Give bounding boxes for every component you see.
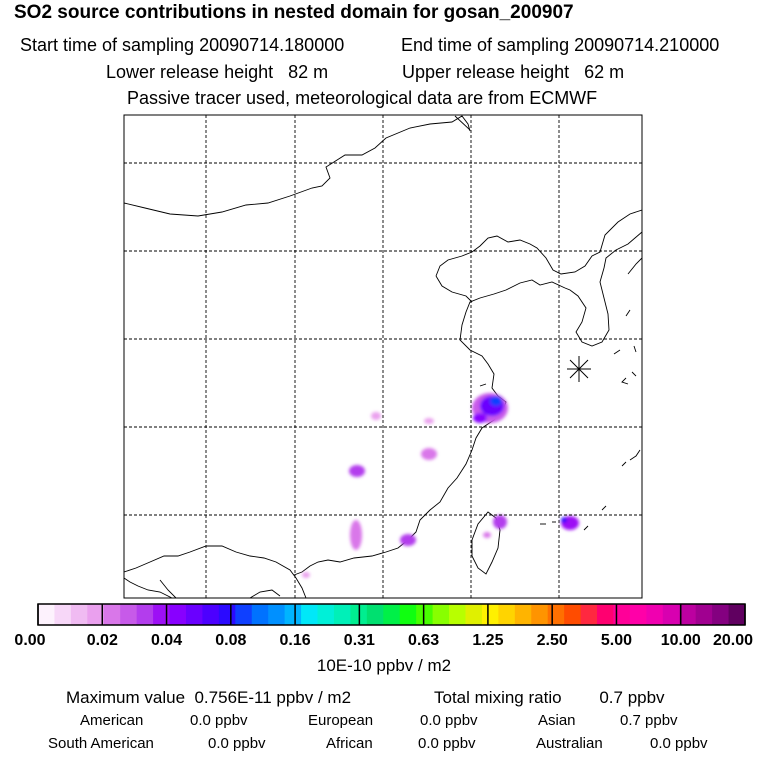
max-value: Maximum value 0.756E-11 ppbv / m2	[66, 688, 352, 707]
plume-a	[371, 412, 381, 420]
colorbar-swatch	[629, 604, 647, 625]
colorbar-swatch	[383, 604, 401, 625]
colorbar-frame	[37, 603, 746, 626]
colorbar-tick-label: 5.00	[600, 632, 633, 649]
colorbar-swatch	[87, 604, 105, 625]
colorbar-swatch	[580, 604, 598, 625]
colorbar	[37, 603, 746, 626]
colorbar-swatch	[54, 604, 72, 625]
colorbar-swatch	[202, 604, 220, 625]
star-marker	[567, 356, 591, 382]
colorbar-swatch	[613, 604, 631, 625]
colorbar-swatch	[449, 604, 466, 625]
colorbar-tick-label: 0.04	[150, 632, 183, 649]
colorbar-swatch	[38, 604, 55, 625]
colorbar-units: 10E-10 ppbv / m2	[316, 656, 452, 675]
colorbar-swatch	[695, 604, 713, 625]
colorbar-swatch	[235, 604, 253, 625]
coastlines	[124, 115, 642, 598]
colorbar-swatch	[547, 604, 565, 625]
colorbar-swatch	[728, 604, 746, 625]
colorbar-swatch	[103, 604, 121, 625]
colorbar-tick-label: 0.00	[14, 632, 46, 649]
colorbar-tick-label: 0.02	[86, 632, 118, 649]
plume-c	[421, 448, 437, 460]
colorbar-swatch	[514, 604, 532, 625]
colorbar-tick-label: 2.50	[536, 632, 568, 649]
colorbar-swatch	[498, 604, 516, 625]
plume-e	[350, 520, 362, 550]
colorbar-tick-label: 20.00	[712, 632, 754, 649]
plume-h-core	[561, 517, 567, 523]
colorbar-swatch	[564, 604, 582, 625]
concentration-field	[302, 393, 579, 578]
total-mixing-ratio: Total mixing ratio 0.7 ppbv	[434, 688, 665, 707]
colorbar-swatch	[268, 604, 286, 625]
colorbar-swatch	[284, 604, 302, 625]
colorbar-swatch	[465, 604, 483, 625]
colorbar-swatch	[70, 604, 88, 625]
colorbar-swatch	[169, 604, 187, 625]
plume-j	[483, 532, 491, 538]
colorbar-swatch	[481, 604, 499, 625]
colorbar-swatch	[679, 604, 697, 625]
contribution-value: 0.7 ppbv	[620, 712, 678, 729]
upper-release-height: Upper release height 62 m	[402, 62, 625, 82]
contribution-label: Australian	[536, 735, 603, 752]
colorbar-swatch	[136, 604, 154, 625]
colorbar-swatch	[662, 604, 680, 625]
colorbar-swatch	[120, 604, 138, 625]
plume-shanghai-tail	[473, 413, 487, 423]
colorbar-swatch	[251, 604, 269, 625]
colorbar-tick-label: 0.63	[408, 632, 440, 649]
colorbar-tick-label: 1.25	[472, 632, 504, 649]
colorbar-swatch	[153, 604, 171, 625]
plume-shanghai-core	[490, 396, 502, 406]
plume-b	[424, 418, 434, 424]
plume-d	[349, 465, 365, 477]
colorbar-tick-label: 0.08	[215, 632, 247, 649]
colorbar-swatch	[712, 604, 730, 625]
colorbar-swatch	[597, 604, 614, 625]
colorbar-swatch	[366, 604, 384, 625]
map-grid	[124, 115, 642, 598]
contribution-label: South American	[48, 735, 154, 752]
colorbar-swatch	[646, 604, 664, 625]
colorbar-swatch	[399, 604, 417, 625]
colorbar-swatch	[531, 604, 549, 625]
map-title: SO2 source contributions in nested domai…	[14, 2, 574, 23]
colorbar-swatch	[416, 604, 434, 625]
colorbar-swatch	[432, 604, 450, 625]
colorbar-swatch	[218, 604, 236, 625]
contribution-value: 0.0 ppbv	[208, 735, 266, 752]
colorbar-swatch	[185, 604, 203, 625]
colorbar-swatch	[301, 604, 319, 625]
contribution-value: 0.0 ppbv	[420, 712, 478, 729]
contribution-value: 0.0 ppbv	[190, 712, 248, 729]
colorbar-tick-label: 10.00	[660, 632, 701, 649]
contribution-label: African	[326, 735, 373, 752]
colorbar-swatch	[333, 604, 351, 625]
contribution-label: American	[80, 712, 144, 729]
contribution-label: Asian	[538, 712, 576, 729]
colorbar-tick-label: 0.31	[343, 632, 375, 649]
end-sampling: End time of sampling 20090714.210000	[401, 35, 720, 55]
contribution-value: 0.0 ppbv	[418, 735, 476, 752]
plume-g	[493, 515, 507, 529]
contribution-label: European	[308, 712, 374, 729]
plume-i	[302, 572, 310, 578]
contribution-value: 0.0 ppbv	[650, 735, 708, 752]
colorbar-swatch	[317, 604, 335, 625]
plume-f	[400, 534, 416, 546]
tracer-note: Passive tracer used, meteorological data…	[127, 88, 598, 108]
start-sampling: Start time of sampling 20090714.180000	[20, 35, 345, 55]
lower-release-height: Lower release height 82 m	[106, 62, 329, 82]
colorbar-tick-label: 0.16	[279, 632, 311, 649]
map-frame	[123, 114, 643, 599]
